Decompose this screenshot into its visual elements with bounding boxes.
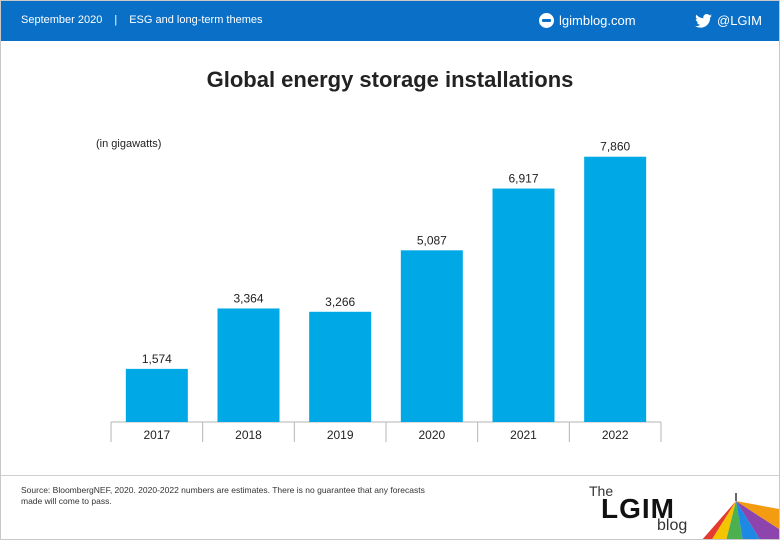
umbrella-logo-icon xyxy=(702,493,779,539)
source-note: Source: BloombergNEF, 2020. 2020-2022 nu… xyxy=(21,485,425,506)
x-tick-label-2021: 2021 xyxy=(510,428,537,442)
data-label-2018: 3,364 xyxy=(233,291,263,305)
twitter-icon xyxy=(695,14,712,28)
x-tick-label-2017: 2017 xyxy=(143,428,170,442)
header-divider: | xyxy=(114,14,118,26)
globe-icon xyxy=(539,13,554,28)
bar-2019 xyxy=(309,311,372,422)
logo-the: The xyxy=(589,483,614,499)
bar-2018 xyxy=(217,308,280,422)
twitter-handle: @LGIM xyxy=(717,13,762,28)
data-label-2019: 3,266 xyxy=(325,295,355,309)
chart-title: Global energy storage installations xyxy=(206,67,574,92)
twitter-link[interactable]: @LGIM xyxy=(695,13,762,28)
logo-lgim: LGIM xyxy=(601,493,675,524)
header-breadcrumb: September 2020 | ESG and long-term themes xyxy=(21,14,263,26)
data-label-2017: 1,574 xyxy=(142,352,172,366)
footer-divider xyxy=(1,475,779,476)
bar-2017 xyxy=(125,368,188,422)
x-tick-label-2020: 2020 xyxy=(418,428,445,442)
x-tick-label-2022: 2022 xyxy=(602,428,629,442)
header-date: September 2020 xyxy=(21,14,103,26)
bar-2020 xyxy=(400,250,463,422)
bar-chart: 1,574 2017 3,364 2018 3,266 2019 5,087 2020 6,91… xyxy=(110,140,662,442)
bar-2022 xyxy=(584,156,647,422)
logo-blog: blog xyxy=(657,517,688,534)
x-tick-label-2019: 2019 xyxy=(327,428,354,442)
unit-label: (in gigawatts) xyxy=(96,138,162,150)
site-link[interactable]: lgimblog.com xyxy=(539,13,636,28)
data-label-2022: 7,860 xyxy=(600,140,630,154)
bar-2021 xyxy=(492,188,555,422)
site-link-label: lgimblog.com xyxy=(559,13,636,28)
header-bar: September 2020 | ESG and long-term themes … xyxy=(1,1,779,41)
data-label-2021: 6,917 xyxy=(508,172,538,186)
header-section[interactable]: ESG and long-term themes xyxy=(129,14,263,26)
x-tick-label-2018: 2018 xyxy=(235,428,262,442)
data-label-2020: 5,087 xyxy=(417,233,447,247)
lgim-blog-logo: The LGIM blog xyxy=(561,479,779,539)
